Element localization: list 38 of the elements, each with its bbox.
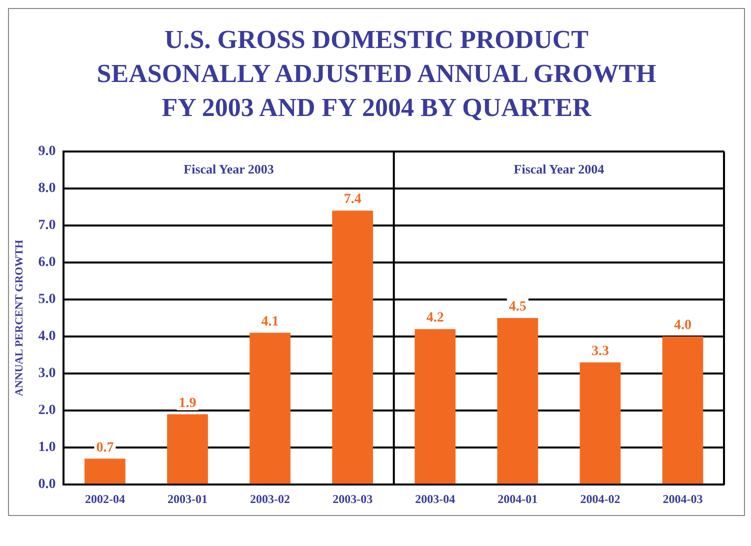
x-tick-label: 2003-02	[250, 492, 290, 506]
data-label: 4.1	[261, 314, 279, 330]
bar	[84, 458, 126, 484]
bar	[414, 329, 456, 484]
x-tick-label: 2004-01	[498, 492, 538, 506]
y-tick-label: 1.0	[38, 440, 56, 456]
x-tick-label: 2002-04	[84, 492, 125, 506]
chart-title: U.S. GROSS DOMESTIC PRODUCT SEASONALLY ADJUSTED ANNUAL GROWTH FY 2003 AND FY 2004 BY QUARTER	[96, 24, 658, 124]
x-tick-label: 2003-04	[415, 492, 456, 506]
bar	[497, 318, 538, 484]
data-label: 4.5	[508, 300, 526, 315]
data-label: 3.3	[591, 344, 609, 360]
x-tick-label: 2003-01	[168, 492, 208, 506]
bar	[332, 210, 374, 484]
data-label: 4.2	[426, 310, 444, 326]
y-tick-label: 4.0	[38, 329, 56, 344]
y-tick-label: 0.0	[38, 477, 56, 492]
annotation: Fiscal Year 2004	[514, 161, 605, 176]
bar	[250, 332, 290, 484]
y-tick-label: 3.0	[38, 366, 56, 382]
x-tick-label: 2004-03	[662, 492, 703, 506]
data-label: 7.4	[344, 192, 362, 208]
y-tick-label: 9.0	[38, 144, 56, 160]
bar	[580, 362, 621, 484]
y-tick-label: 7.0	[38, 218, 56, 234]
data-label: 4.0	[674, 318, 692, 334]
y-tick-label: 2.0	[38, 403, 56, 418]
y-axis-title: ANNUAL PERCENT GROWTH	[13, 239, 26, 396]
bar	[662, 336, 704, 484]
bar	[167, 414, 208, 484]
data-label: 1.9	[178, 396, 196, 411]
data-label: 0.7	[96, 440, 114, 456]
y-tick-label: 6.0	[38, 255, 56, 270]
annotation: Fiscal Year 2003	[184, 161, 274, 176]
y-tick-label: 8.0	[38, 181, 56, 196]
x-tick-label: 2004-02	[580, 492, 620, 506]
y-tick-label: 5.0	[38, 292, 56, 308]
x-tick-label: 2003-03	[332, 492, 373, 506]
